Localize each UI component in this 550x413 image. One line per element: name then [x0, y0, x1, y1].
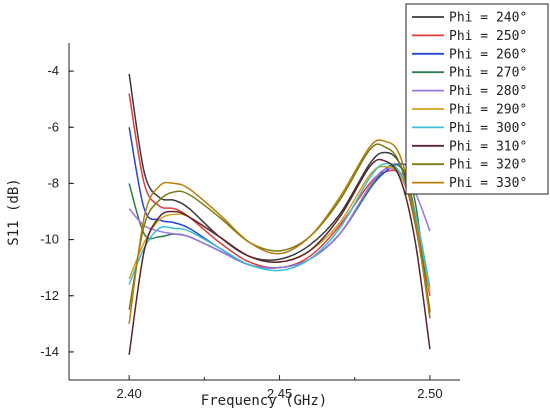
series-line-9	[128, 139, 431, 324]
legend: Phi = 240° Phi = 250° Phi = 260° Phi = 270°…	[405, 3, 549, 195]
series-line-2	[128, 127, 431, 269]
y-tick-label: -4	[47, 63, 59, 78]
legend-label-1: Phi = 250°	[449, 29, 527, 44]
legend-label-2: Phi = 260°	[449, 47, 527, 62]
series-line-8	[128, 143, 431, 310]
legend-label-7: Phi = 310°	[449, 139, 527, 154]
series-line-5	[128, 165, 431, 294]
legend-label-4: Phi = 280°	[449, 84, 527, 99]
legend-label-6: Phi = 300°	[449, 121, 527, 136]
series-line-6	[128, 162, 431, 288]
y-tick-label: -10	[40, 232, 59, 247]
series-line-3	[128, 163, 431, 319]
legend-label-8: Phi = 320°	[449, 158, 527, 173]
y-tick-label: -12	[40, 288, 59, 303]
series-line-7	[128, 158, 431, 355]
y-tick-label: -6	[47, 119, 59, 134]
axes: -4 -6 -8 -10 -12 -14 2.40 2.45 2.50	[40, 43, 460, 401]
x-tick-label: 2.40	[116, 386, 141, 401]
x-tick-label: 2.50	[417, 386, 442, 401]
series-line-0	[128, 73, 431, 313]
series-line-1	[128, 93, 431, 296]
legend-label-5: Phi = 290°	[449, 103, 527, 118]
series-lines	[128, 73, 431, 355]
y-tick-label: -8	[47, 175, 59, 190]
legend-label-3: Phi = 270°	[449, 66, 527, 81]
x-axis-title: Frequency (GHz)	[201, 393, 327, 409]
y-axis-title: S11 (dB)	[6, 178, 22, 245]
legend-label-0: Phi = 240°	[449, 11, 527, 26]
legend-label-9: Phi = 330°	[449, 176, 527, 191]
y-tick-label: -14	[40, 344, 59, 359]
x-tick-label: 2.45	[267, 386, 292, 401]
